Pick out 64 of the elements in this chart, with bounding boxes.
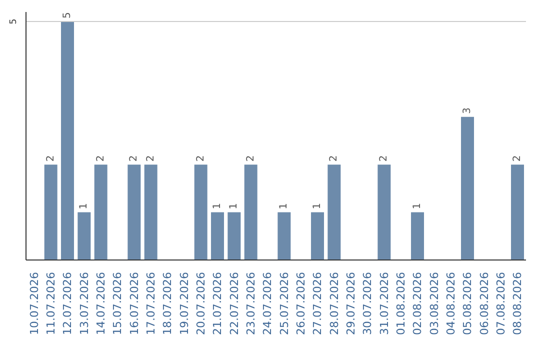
- data-label: 1: [228, 202, 240, 210]
- x-tick-label: 20.07.2026: [194, 272, 208, 335]
- bar: [278, 212, 291, 260]
- x-tick-label: 16.07.2026: [128, 272, 141, 335]
- x-tick-label: 01.08.2026: [394, 272, 408, 335]
- data-label: 1: [412, 202, 423, 210]
- data-label: 3: [462, 108, 473, 114]
- x-tick-label: 04.08.2026: [444, 272, 458, 335]
- x-tick-label: 30.07.2026: [361, 272, 374, 335]
- x-tick-label: 06.08.2026: [478, 272, 491, 335]
- x-tick-label: 31.07.2026: [378, 272, 391, 335]
- bar: [194, 164, 208, 260]
- bar: [228, 212, 241, 260]
- data-label: 2: [95, 155, 106, 162]
- bar: [144, 164, 158, 260]
- x-tick-label: 19.07.2026: [178, 272, 191, 335]
- bar: [411, 212, 424, 260]
- x-tick-label: 29.07.2026: [344, 272, 358, 335]
- bar: [94, 164, 108, 260]
- data-label: 2: [128, 155, 140, 162]
- x-tick-label: 23.07.2026: [244, 272, 258, 335]
- data-label: 2: [45, 155, 56, 162]
- x-tick-label: 11.07.2026: [44, 272, 58, 335]
- data-label: 1: [278, 202, 290, 210]
- bar: [311, 212, 324, 260]
- x-tick-label: 25.07.2026: [278, 272, 291, 335]
- bar: [211, 212, 224, 260]
- x-tick-label: 28.07.2026: [328, 272, 341, 335]
- x-tick-label: 02.08.2026: [411, 272, 424, 335]
- data-label: 2: [378, 155, 390, 162]
- x-tick-label: 22.07.2026: [228, 272, 241, 335]
- data-label: 2: [145, 155, 156, 162]
- bar: [328, 164, 341, 260]
- data-label: 2: [512, 155, 523, 162]
- x-tick-label: 15.07.2026: [111, 272, 124, 335]
- x-tick-label: 24.07.2026: [261, 272, 274, 335]
- bar: [378, 164, 391, 260]
- x-tick-label: 18.07.2026: [161, 272, 174, 335]
- x-tick-label: 26.07.2026: [294, 272, 308, 335]
- data-label: 2: [245, 155, 256, 162]
- bar: [78, 212, 91, 260]
- data-label: 1: [78, 202, 90, 210]
- data-label: 2: [328, 155, 340, 162]
- data-label: 2: [195, 155, 206, 162]
- bar: [244, 164, 258, 260]
- data-label: 1: [312, 202, 323, 210]
- bar: [128, 164, 141, 260]
- x-tick-label: 08.08.2026: [511, 272, 524, 335]
- x-tick-label: 05.08.2026: [461, 272, 474, 335]
- x-tick-label: 17.07.2026: [144, 272, 158, 335]
- x-tick-label: 07.08.2026: [494, 272, 508, 335]
- x-tick-label: 27.07.2026: [311, 272, 324, 335]
- bar: [44, 164, 58, 260]
- x-tick-label: 12.07.2026: [61, 272, 74, 335]
- bar: [511, 164, 524, 260]
- bar: [61, 22, 74, 260]
- x-tick-label: 14.07.2026: [94, 272, 108, 335]
- x-tick-label: 03.08.2026: [428, 272, 441, 335]
- x-tick-label: 10.07.2026: [28, 272, 41, 335]
- data-label: 1: [212, 202, 223, 210]
- data-label: 5: [62, 12, 73, 19]
- x-tick-label: 13.07.2026: [78, 272, 91, 335]
- x-tick-label: 21.07.2026: [211, 272, 224, 335]
- bar: [461, 116, 474, 260]
